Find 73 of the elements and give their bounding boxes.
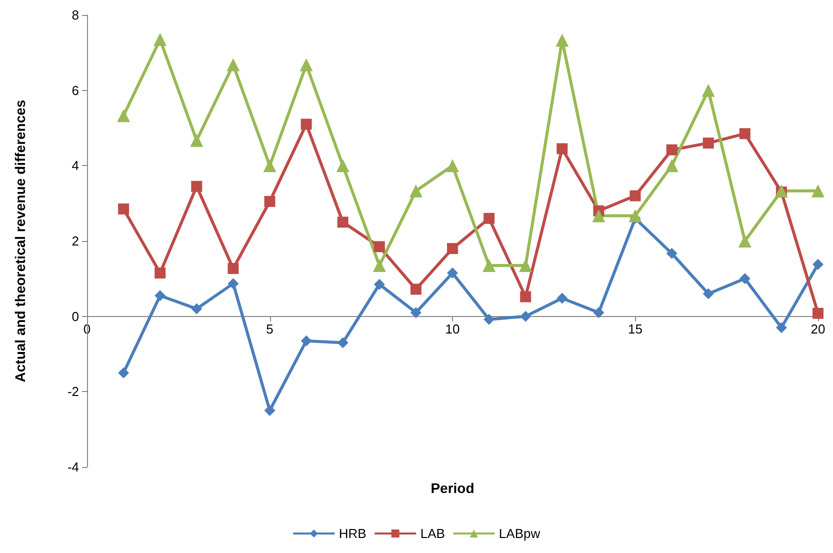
- y-tick-label: -4: [67, 460, 79, 474]
- y-tick-label: 8: [72, 8, 79, 22]
- point: [300, 118, 312, 130]
- point: [702, 138, 714, 149]
- point: [374, 241, 385, 252]
- point: [228, 262, 239, 274]
- point: [739, 273, 750, 284]
- x-tick-label: 15: [628, 321, 642, 336]
- point: [593, 307, 604, 318]
- point: [628, 209, 642, 222]
- y-tick-label: 4: [72, 158, 79, 174]
- point: [264, 405, 276, 416]
- y-tick-label: 0: [72, 308, 79, 324]
- point: [484, 212, 495, 224]
- point: [484, 314, 495, 325]
- legend-label: HRB: [338, 526, 366, 541]
- point: [336, 159, 350, 172]
- point: [482, 258, 496, 272]
- y-tick-label: 6: [72, 82, 79, 98]
- point: [118, 203, 130, 214]
- point: [702, 84, 715, 97]
- point: [226, 58, 240, 72]
- y-tick-label: -2: [67, 384, 79, 400]
- point: [154, 268, 166, 279]
- point: [556, 34, 569, 47]
- point: [556, 143, 568, 154]
- point: [410, 284, 422, 295]
- point: [774, 184, 788, 198]
- point: [776, 322, 787, 334]
- point: [519, 258, 532, 272]
- point: [118, 367, 130, 378]
- x-tick-label: 10: [445, 321, 460, 336]
- point: [446, 159, 459, 172]
- point: [410, 307, 422, 318]
- point: [665, 159, 678, 172]
- point: [228, 278, 239, 290]
- point: [592, 209, 606, 222]
- y-axis-title: Actual and theoretical revenue differences: [12, 100, 28, 382]
- point: [409, 184, 422, 198]
- x-axis-title: Period: [430, 480, 474, 496]
- point: [812, 308, 824, 319]
- point: [117, 109, 130, 122]
- point: [556, 292, 568, 304]
- point: [191, 303, 202, 314]
- point: [630, 190, 641, 202]
- point: [666, 144, 678, 156]
- point: [300, 58, 313, 72]
- point: [520, 310, 532, 322]
- point: [263, 159, 276, 172]
- x-tick-label: 5: [266, 321, 274, 336]
- point: [337, 337, 348, 348]
- x-tick-label: 20: [810, 321, 826, 336]
- point: [154, 290, 166, 302]
- point: [666, 248, 678, 259]
- point: [520, 291, 532, 302]
- point: [447, 268, 458, 279]
- point: [190, 134, 204, 147]
- legend-label: LABpw: [498, 526, 541, 541]
- point: [812, 184, 824, 198]
- point: [300, 335, 312, 346]
- point: [264, 196, 276, 207]
- point: [702, 288, 714, 300]
- point: [812, 258, 824, 270]
- point: [738, 234, 752, 248]
- point: [739, 128, 750, 140]
- point: [374, 278, 385, 290]
- point: [447, 243, 458, 254]
- y-tick-label: 2: [72, 234, 79, 248]
- point: [372, 258, 386, 272]
- point: [154, 32, 167, 46]
- point: [337, 216, 348, 228]
- point: [191, 180, 202, 192]
- legend-label: LAB: [420, 526, 445, 541]
